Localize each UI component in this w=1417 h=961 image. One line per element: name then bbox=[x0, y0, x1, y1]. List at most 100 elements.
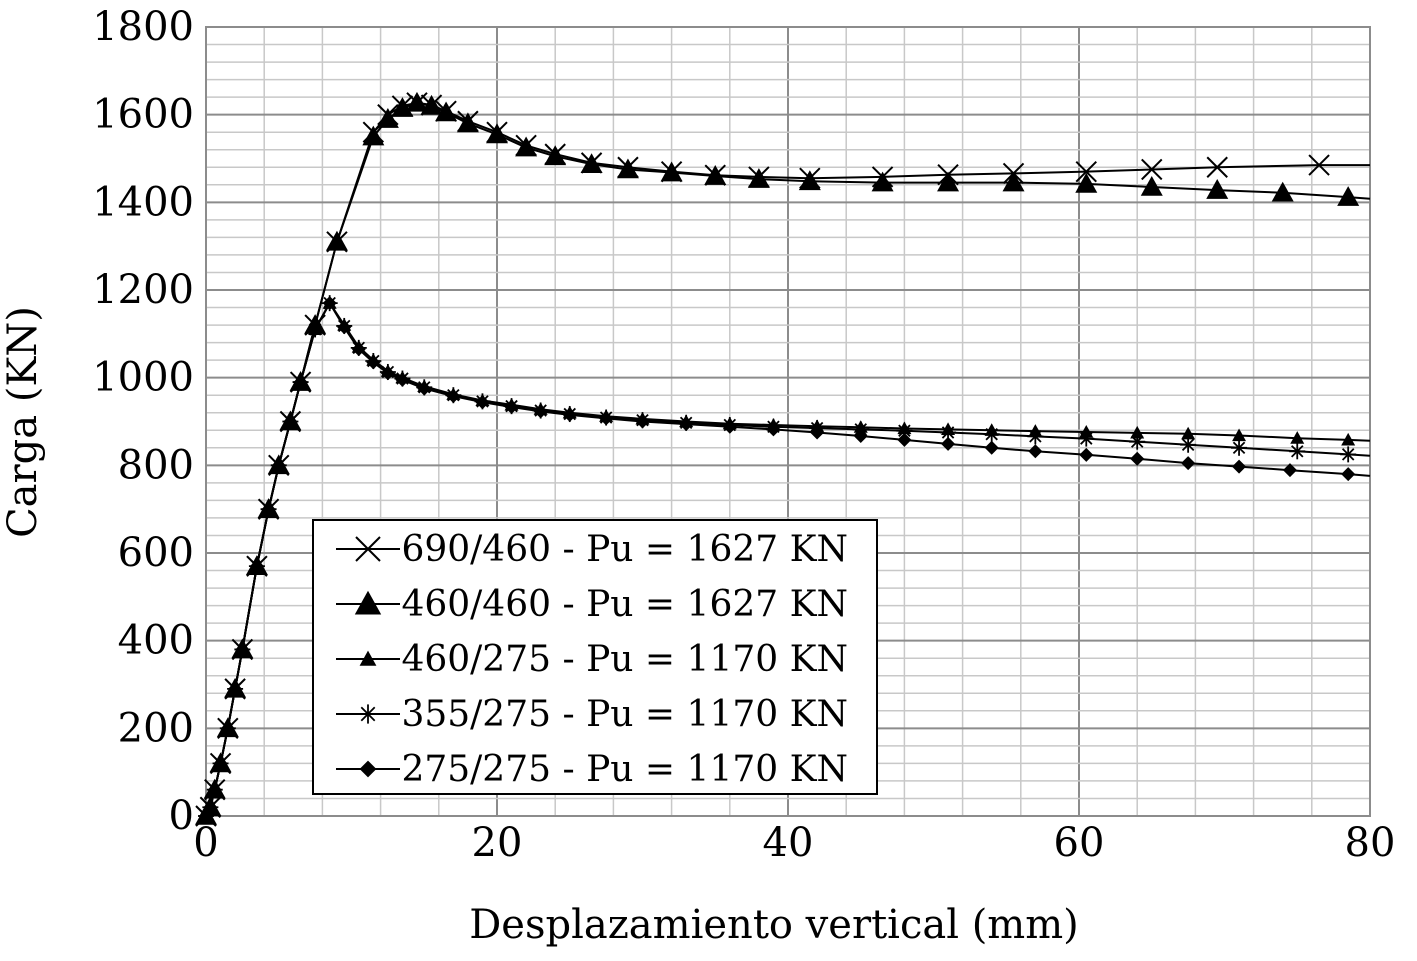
marker-diamond bbox=[322, 296, 337, 311]
marker-asterisk bbox=[1340, 446, 1357, 463]
marker-small-triangle bbox=[1181, 426, 1196, 440]
marker-diamond bbox=[635, 414, 650, 429]
marker-triangle bbox=[435, 101, 458, 122]
marker-triangle bbox=[747, 168, 770, 188]
legend-item: 460/460 - Pu = 1627 KN bbox=[336, 584, 848, 625]
marker-triangle bbox=[937, 171, 960, 192]
legend-box bbox=[312, 519, 878, 795]
marker-triangle bbox=[1337, 186, 1360, 206]
marker-diamond bbox=[504, 400, 519, 415]
x-tick-label: 20 bbox=[472, 820, 523, 866]
marker-diamond bbox=[722, 419, 737, 434]
marker-small-triangle bbox=[1232, 428, 1247, 442]
y-tick-label: 1400 bbox=[92, 179, 194, 225]
marker-diamond bbox=[261, 502, 276, 517]
marker-x bbox=[1141, 158, 1163, 181]
marker-asterisk bbox=[983, 426, 1000, 443]
marker-diamond bbox=[562, 407, 577, 422]
marker-triangle bbox=[1075, 172, 1098, 193]
legend-label: 690/460 - Pu = 1627 KN bbox=[401, 529, 848, 570]
marker-asterisk bbox=[1027, 428, 1044, 445]
marker-diamond bbox=[1232, 459, 1247, 474]
legend-item: 355/275 - Pu = 1170 KN bbox=[336, 694, 848, 735]
marker-triangle bbox=[354, 590, 382, 615]
marker-small-triangle bbox=[1130, 425, 1145, 439]
marker-diamond bbox=[207, 782, 222, 797]
marker-diamond bbox=[810, 425, 825, 440]
y-axis-title: Carga (KN) bbox=[0, 306, 46, 538]
y-tick-label: 200 bbox=[118, 705, 194, 751]
marker-diamond bbox=[446, 389, 461, 404]
marker-diamond bbox=[475, 395, 490, 410]
marker-asterisk bbox=[1180, 436, 1197, 453]
marker-diamond bbox=[1028, 444, 1043, 459]
y-tick-label: 1600 bbox=[92, 92, 194, 138]
marker-asterisk bbox=[1129, 433, 1146, 450]
marker-triangle bbox=[486, 123, 508, 144]
marker-diamond bbox=[395, 372, 410, 387]
marker-triangle bbox=[325, 230, 348, 251]
plot-frame bbox=[205, 26, 1371, 817]
marker-small-triangle bbox=[359, 650, 377, 666]
marker-diamond bbox=[359, 760, 377, 778]
marker-diamond bbox=[351, 342, 366, 357]
marker-triangle bbox=[798, 170, 821, 191]
y-tick-label: 1000 bbox=[92, 355, 194, 401]
marker-triangle bbox=[871, 171, 894, 192]
marker-x bbox=[1308, 154, 1330, 176]
marker-diamond bbox=[1130, 451, 1145, 466]
marker-diamond bbox=[213, 756, 228, 771]
marker-diamond bbox=[1341, 467, 1356, 482]
marker-diamond bbox=[249, 559, 264, 574]
legend-label: 275/275 - Pu = 1170 KN bbox=[401, 749, 848, 790]
marker-diamond bbox=[228, 681, 243, 696]
marker-asterisk bbox=[1231, 439, 1248, 456]
series-layer bbox=[195, 91, 1371, 827]
tick-labels: 0 20 40 60 800200400600800100012001400160018… bbox=[92, 4, 1395, 866]
marker-asterisk bbox=[1289, 443, 1306, 460]
marker-x bbox=[1075, 160, 1097, 183]
marker-diamond bbox=[1181, 456, 1196, 471]
marker-triangle bbox=[580, 153, 603, 173]
x-tick-label: 60 bbox=[1054, 820, 1105, 866]
marker-asterisk bbox=[940, 424, 957, 441]
marker-diamond bbox=[366, 355, 381, 370]
y-tick-label: 400 bbox=[118, 618, 194, 664]
marker-diamond bbox=[1079, 447, 1094, 462]
y-tick-label: 1800 bbox=[92, 4, 194, 50]
marker-diamond bbox=[766, 422, 781, 437]
marker-diamond bbox=[220, 721, 235, 736]
marker-diamond bbox=[1282, 463, 1297, 478]
marker-small-triangle bbox=[1290, 431, 1305, 444]
x-axis-title: Desplazamiento vertical (mm) bbox=[469, 902, 1079, 948]
x-tick-label: 40 bbox=[763, 820, 814, 866]
y-tick-label: 1200 bbox=[92, 267, 194, 313]
x-tick-label: 0 bbox=[193, 820, 218, 866]
marker-diamond bbox=[235, 642, 250, 657]
marker-x bbox=[355, 536, 381, 562]
legend-label: 355/275 - Pu = 1170 KN bbox=[401, 694, 848, 735]
marker-x bbox=[1206, 156, 1228, 178]
legend-item: 275/275 - Pu = 1170 KN bbox=[336, 749, 848, 790]
marker-diamond bbox=[984, 440, 999, 455]
marker-diamond bbox=[853, 428, 868, 443]
legend-label: 460/275 - Pu = 1170 KN bbox=[401, 639, 848, 680]
y-tick-label: 600 bbox=[118, 530, 194, 576]
y-tick-label: 0 bbox=[169, 793, 194, 839]
marker-triangle bbox=[1140, 175, 1163, 196]
marker-small-triangle bbox=[1341, 432, 1356, 446]
series-5 bbox=[199, 296, 1371, 823]
marker-diamond bbox=[380, 366, 395, 381]
marker-triangle bbox=[420, 94, 443, 115]
legend-item: 690/460 - Pu = 1627 KN bbox=[336, 529, 848, 570]
marker-triangle bbox=[405, 91, 428, 112]
marker-triangle bbox=[376, 108, 399, 128]
marker-asterisk bbox=[358, 704, 378, 724]
marker-diamond bbox=[308, 322, 323, 337]
marker-triangle bbox=[704, 165, 727, 185]
marker-triangle bbox=[1271, 181, 1294, 202]
y-tick-label: 800 bbox=[118, 442, 194, 488]
marker-triangle bbox=[616, 158, 639, 179]
marker-diamond bbox=[941, 436, 956, 451]
